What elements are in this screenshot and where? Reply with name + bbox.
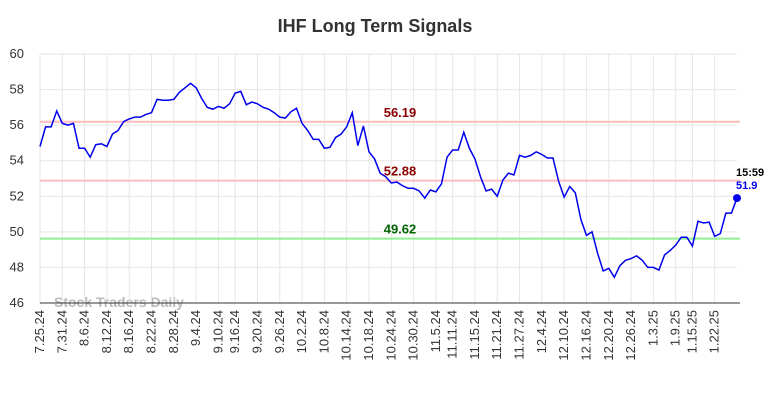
x-tick-label: 11.27.24 [512, 310, 527, 360]
y-tick-label: 46 [10, 295, 24, 310]
x-tick-label: 10.2.24 [294, 310, 309, 353]
x-tick-label: 11.21.24 [489, 310, 504, 360]
x-tick-label: 9.26.24 [272, 310, 287, 353]
y-tick-label: 52 [10, 188, 24, 203]
last-point [733, 194, 741, 203]
x-tick-label: 9.16.24 [227, 310, 242, 353]
signal-label: 56.19 [384, 105, 417, 120]
x-tick-label: 1.15.25 [684, 310, 699, 353]
x-tick-label: 9.10.24 [210, 310, 225, 353]
x-tick-label: 11.15.24 [467, 310, 482, 360]
y-tick-label: 56 [10, 117, 24, 132]
x-tick-label: 11.11.24 [445, 310, 460, 359]
x-tick-label: 12.16.24 [578, 310, 593, 361]
x-tick-label: 1.3.25 [645, 310, 660, 346]
x-tick-label: 10.14.24 [339, 310, 354, 361]
x-tick-label: 7.25.24 [32, 310, 47, 353]
y-tick-label: 50 [10, 224, 24, 239]
y-tick-label: 60 [10, 46, 24, 61]
x-tick-label: 7.31.24 [54, 310, 69, 353]
x-tick-label: 11.5.24 [428, 310, 443, 352]
x-tick-label: 10.24.24 [383, 310, 398, 361]
signal-label: 49.62 [384, 222, 417, 237]
x-tick-label: 10.30.24 [406, 310, 421, 361]
price-line [39, 82, 738, 279]
x-tick-label: 1.22.25 [707, 310, 722, 353]
x-tick-label: 8.22.24 [144, 310, 159, 353]
last-time-label: 15:59 [736, 167, 764, 179]
chart-title: IHF Long Term Signals [278, 16, 473, 36]
x-tick-label: 10.18.24 [361, 310, 376, 361]
y-tick-label: 58 [10, 82, 24, 97]
x-tick-label: 8.6.24 [77, 310, 92, 346]
x-tick-label: 8.12.24 [99, 310, 114, 353]
x-tick-label: 10.8.24 [316, 310, 331, 353]
x-tick-label: 8.16.24 [121, 310, 136, 353]
x-tick-label: 1.9.25 [668, 310, 683, 346]
last-value-label: 51.9 [736, 180, 757, 192]
y-tick-label: 48 [10, 259, 24, 274]
x-tick-label: 8.28.24 [166, 310, 181, 353]
x-tick-label: 12.10.24 [556, 310, 571, 361]
watermark: Stock Traders Daily [54, 294, 184, 310]
x-tick-label: 9.4.24 [188, 310, 203, 346]
x-tick-label: 12.4.24 [534, 310, 549, 353]
x-tick-label: 12.26.24 [623, 310, 638, 361]
x-tick-label: 12.20.24 [601, 310, 616, 361]
x-tick-label: 9.20.24 [249, 310, 264, 353]
signal-label: 52.88 [384, 164, 417, 179]
y-tick-label: 54 [10, 153, 24, 168]
